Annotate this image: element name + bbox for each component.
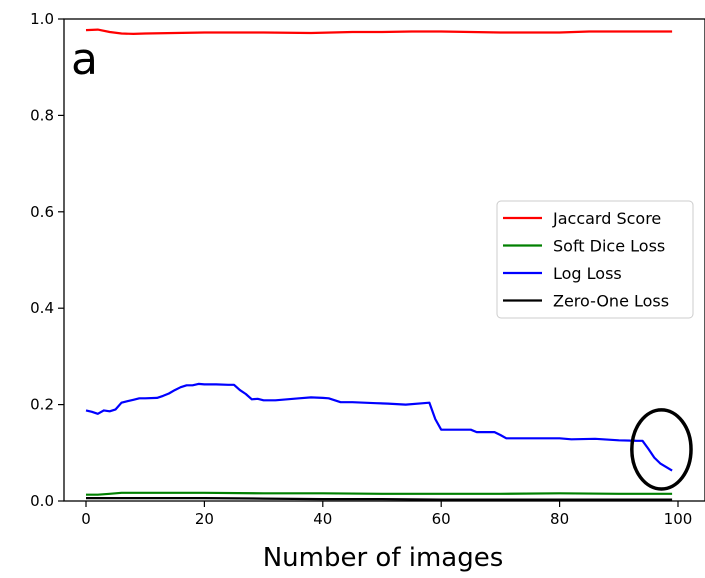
x-axis: 0 20 40 60 80 100 bbox=[81, 501, 692, 528]
series-line-log-loss bbox=[85, 382, 673, 472]
legend-entries: Jaccard Score Soft Dice Loss Log Loss Zero-… bbox=[503, 209, 669, 311]
series-layer bbox=[85, 28, 673, 501]
panel-label: a bbox=[71, 34, 98, 85]
legend: Jaccard Score Soft Dice Loss Log Loss Zero-… bbox=[496, 200, 694, 319]
legend-label-log-loss: Log Loss bbox=[553, 264, 622, 283]
highlight-ellipse bbox=[630, 408, 693, 491]
legend-label-zero-one-loss: Zero-One Loss bbox=[553, 292, 669, 311]
x-tick-label: 40 bbox=[313, 510, 332, 528]
legend-label-soft-dice-loss: Soft Dice Loss bbox=[553, 237, 665, 256]
x-tick-label: 0 bbox=[81, 510, 91, 528]
plot-frame bbox=[63, 18, 705, 502]
series-line-zero-one-loss bbox=[86, 497, 673, 501]
y-tick-label: 1.0 bbox=[30, 10, 54, 28]
x-tick-label: 100 bbox=[664, 510, 693, 528]
y-tick-label: 0.8 bbox=[30, 106, 54, 124]
y-tick-label: 0.0 bbox=[30, 492, 54, 510]
x-axis-label: Number of images bbox=[263, 543, 504, 573]
y-tick-label: 0.2 bbox=[30, 396, 54, 414]
series-line-jaccard-score bbox=[85, 28, 673, 36]
legend-label-jaccard-score: Jaccard Score bbox=[552, 209, 661, 228]
annotation-layer bbox=[630, 408, 693, 491]
y-axis: 0.0 0.2 0.4 0.6 0.8 1.0 bbox=[30, 10, 64, 510]
x-tick-label: 60 bbox=[432, 510, 451, 528]
legend-box bbox=[496, 200, 694, 319]
x-tick-label: 80 bbox=[550, 510, 569, 528]
y-tick-label: 0.6 bbox=[30, 203, 54, 221]
y-tick-label: 0.4 bbox=[30, 299, 54, 317]
series-line-soft-dice-loss bbox=[86, 491, 673, 496]
x-tick-label: 20 bbox=[195, 510, 214, 528]
